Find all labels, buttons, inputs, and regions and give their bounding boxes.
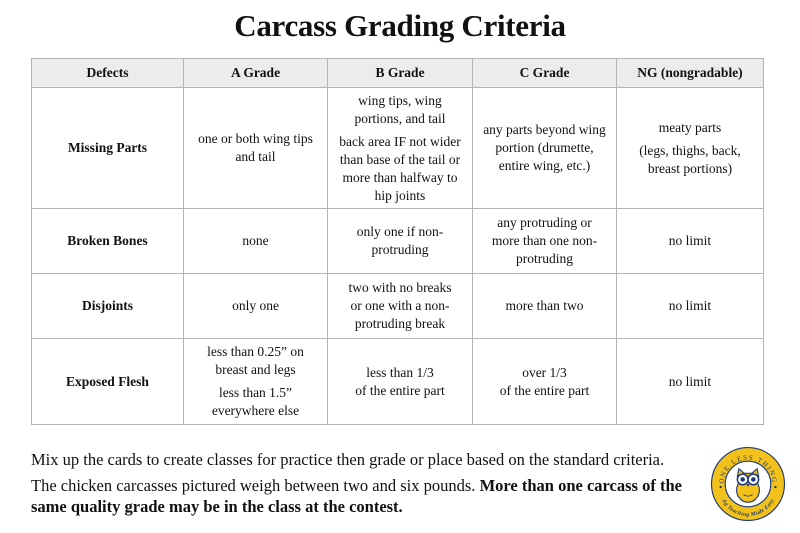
header-defects: Defects — [31, 58, 184, 88]
cell-text: entire wing, etc.) — [498, 158, 591, 173]
instruction-line-2: The chicken carcasses pictured weigh bet… — [31, 475, 711, 517]
cell-text: only one — [232, 298, 279, 313]
cell-text: protruding — [516, 251, 573, 266]
instruction-emphasis: More than one carcass of the same qualit… — [31, 476, 682, 516]
table-row-disjoints: Disjoints only one two with no breaks or… — [31, 273, 764, 339]
instruction-line-1: Mix up the cards to create classes for p… — [31, 450, 665, 469]
cell-text: breast and legs — [215, 362, 296, 377]
cell-text: less than 1/3 — [366, 364, 434, 380]
cell-ng: no limit — [616, 208, 764, 274]
cell-text: only one if non- — [356, 224, 444, 239]
cell-ng: no limit — [616, 273, 764, 339]
cell-c-grade: any parts beyond wing portion (drumette,… — [472, 87, 617, 209]
cell-text: of the entire part — [499, 382, 590, 398]
header-a-grade: A Grade — [183, 58, 328, 88]
cell-text: protruding break — [354, 316, 446, 331]
table-row-broken-bones: Broken Bones none only one if non- protr… — [31, 208, 764, 274]
defect-label: Disjoints — [31, 273, 184, 339]
cell-text: of the entire part — [355, 382, 445, 398]
table-row-missing-parts: Missing Parts one or both wing tips and … — [31, 87, 764, 209]
defect-label: Missing Parts — [31, 87, 184, 209]
cell-a-grade: none — [183, 208, 328, 274]
cell-text: breast portions) — [647, 160, 733, 176]
cell-text: over 1/3 — [522, 364, 567, 380]
cell-a-grade: one or both wing tips and tail — [183, 87, 328, 209]
cell-b-grade: two with no breaks or one with a non- pr… — [327, 273, 473, 339]
header-c-grade: C Grade — [472, 58, 617, 88]
cell-text: wing tips, wing — [358, 92, 442, 108]
table-row-exposed-flesh: Exposed Flesh less than 0.25” on breast … — [31, 338, 764, 425]
cell-b-grade: less than 1/3 of the entire part — [327, 338, 473, 425]
defect-label: Exposed Flesh — [31, 338, 184, 425]
cell-a-grade: less than 0.25” on breast and legs less … — [183, 338, 328, 425]
header-ng: NG (nongradable) — [616, 58, 764, 88]
header-b-grade: B Grade — [327, 58, 473, 88]
cell-text: or one with a non- — [350, 298, 450, 313]
cell-text: none — [242, 233, 269, 248]
cell-text: portions, and tail — [354, 110, 446, 126]
cell-text: no limit — [668, 373, 712, 389]
one-less-thing-logo-icon: ONE LESS THING Ag Teaching Made Easy — [710, 446, 786, 522]
cell-text: and tail — [235, 149, 276, 164]
cell-text: back area IF not wider — [339, 133, 461, 149]
cell-text: any parts beyond wing — [483, 122, 606, 137]
cell-text: hip joints — [374, 187, 426, 203]
cell-text: two with no breaks — [348, 280, 452, 295]
cell-c-grade: over 1/3 of the entire part — [472, 338, 617, 425]
cell-text: than base of the tail or — [339, 151, 461, 167]
cell-text: less than 1.5” — [218, 385, 293, 400]
cell-text: portion (drumette, — [495, 140, 594, 155]
grading-criteria-table: Defects A Grade B Grade C Grade NG (nong… — [31, 58, 764, 425]
page-title: Carcass Grading Criteria — [234, 8, 566, 43]
cell-text: more than halfway to — [342, 169, 458, 185]
cell-text: no limit — [668, 233, 712, 248]
table-header-row: Defects A Grade B Grade C Grade NG (nong… — [31, 58, 764, 88]
cell-b-grade: only one if non- protruding — [327, 208, 473, 274]
cell-text: meaty parts — [658, 119, 722, 135]
instruction-text: The chicken carcasses pictured weigh bet… — [31, 476, 480, 495]
instructions: Mix up the cards to create classes for p… — [31, 449, 711, 522]
cell-c-grade: more than two — [472, 273, 617, 339]
cell-ng: meaty parts (legs, thighs, back, breast … — [616, 87, 764, 209]
cell-b-grade: wing tips, wing portions, and tail back … — [327, 87, 473, 209]
cell-text: more than one non- — [491, 233, 598, 248]
cell-a-grade: only one — [183, 273, 328, 339]
cell-ng: no limit — [616, 338, 764, 425]
cell-c-grade: any protruding or more than one non- pro… — [472, 208, 617, 274]
cell-text: no limit — [668, 298, 712, 313]
cell-text: protruding — [371, 242, 429, 257]
cell-text: more than two — [505, 298, 584, 313]
cell-text: everywhere else — [211, 403, 300, 418]
cell-text: (legs, thighs, back, — [639, 142, 741, 158]
defect-label: Broken Bones — [31, 208, 184, 274]
cell-text: any protruding or — [497, 215, 592, 230]
cell-text: less than 0.25” on — [207, 344, 304, 359]
cell-text: one or both wing tips — [198, 131, 313, 146]
